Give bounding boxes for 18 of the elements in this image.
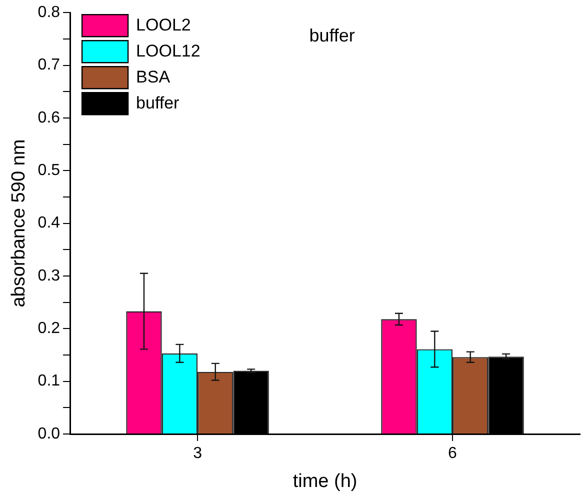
legend-label: buffer <box>136 93 180 112</box>
y-tick-label: 0.1 <box>38 372 60 390</box>
y-tick-label: 0.7 <box>38 56 60 74</box>
legend-label: LOOL2 <box>136 15 191 34</box>
text: buffer <box>309 26 355 46</box>
y-axis-title: absorbance 590 nm <box>8 139 30 308</box>
x-tick-label: 3 <box>193 445 202 462</box>
x-axis-title: time (h) <box>292 470 358 492</box>
y-tick-label: 0.0 <box>38 425 60 442</box>
x-tick-label: 6 <box>448 445 458 462</box>
legend-label: LOOL12 <box>136 41 200 60</box>
y-tick-label: 0.4 <box>38 214 60 232</box>
legend-label: BSA <box>136 67 171 86</box>
y-tick-label: 0.3 <box>38 267 60 284</box>
y-tick-label: 0.8 <box>38 4 60 22</box>
y-tick-label: 0.2 <box>38 320 60 338</box>
y-tick-label: 0.6 <box>38 109 60 126</box>
y-tick-label: 0.5 <box>38 162 60 180</box>
